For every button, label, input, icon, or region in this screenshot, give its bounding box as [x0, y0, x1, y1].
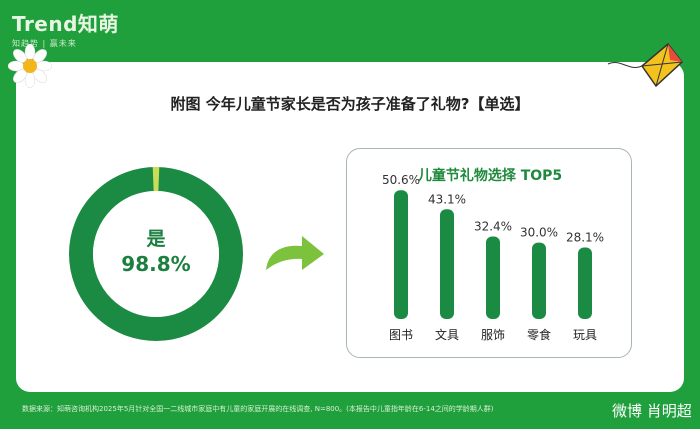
category-label-玩具: 玩具 — [573, 328, 597, 342]
value-label-文具: 43.1% — [428, 192, 466, 206]
top5-panel: 儿童节礼物选择 TOP5 50.6% 图书 43.1% 文具 32.4% 服饰 30.0% 零… — [346, 148, 632, 358]
category-label-图书: 图书 — [389, 328, 413, 342]
brand: Trend知萌 知趋势 | 赢未来 — [12, 8, 119, 49]
value-label-玩具: 28.1% — [566, 230, 604, 244]
category-label-零食: 零食 — [527, 327, 551, 342]
category-label-服饰: 服饰 — [481, 328, 505, 342]
data-source-note: 数据来源：知萌咨询机构2025年5月针对全国一二线城市家庭中有儿童的家庭开展的在… — [22, 405, 494, 413]
bar-零食 — [532, 242, 546, 319]
bar-玩具 — [578, 247, 592, 319]
value-label-服饰: 32.4% — [474, 220, 512, 234]
kite-icon — [607, 42, 684, 88]
bar-文具 — [440, 209, 454, 319]
value-label-图书: 50.6% — [382, 173, 420, 187]
bar-chart: 50.6% 图书 43.1% 文具 32.4% 服饰 30.0% 零食 28.1% 玩具 — [382, 173, 604, 342]
bar-服饰 — [486, 236, 500, 319]
panel-title: 儿童节礼物选择 TOP5 — [417, 168, 563, 184]
donut-hole — [93, 191, 219, 317]
daisy-icon — [8, 44, 52, 88]
brand-tagline: 知趋势 | 赢未来 — [12, 39, 77, 48]
value-label-零食: 30.0% — [520, 226, 558, 240]
donut-chart — [69, 167, 243, 341]
category-label-文具: 文具 — [435, 327, 459, 342]
donut-value: 98.8% — [121, 252, 191, 276]
bar-图书 — [394, 190, 408, 319]
brand-logo: Trend知萌 — [12, 12, 119, 36]
donut-label-yes: 是 — [146, 228, 166, 250]
curved-arrow-icon — [266, 236, 324, 270]
page-title: 附图 今年儿童节家长是否为孩子准备了礼物?【单选】 — [170, 95, 530, 113]
weibo-watermark: 微博 肖明超 — [612, 402, 692, 420]
